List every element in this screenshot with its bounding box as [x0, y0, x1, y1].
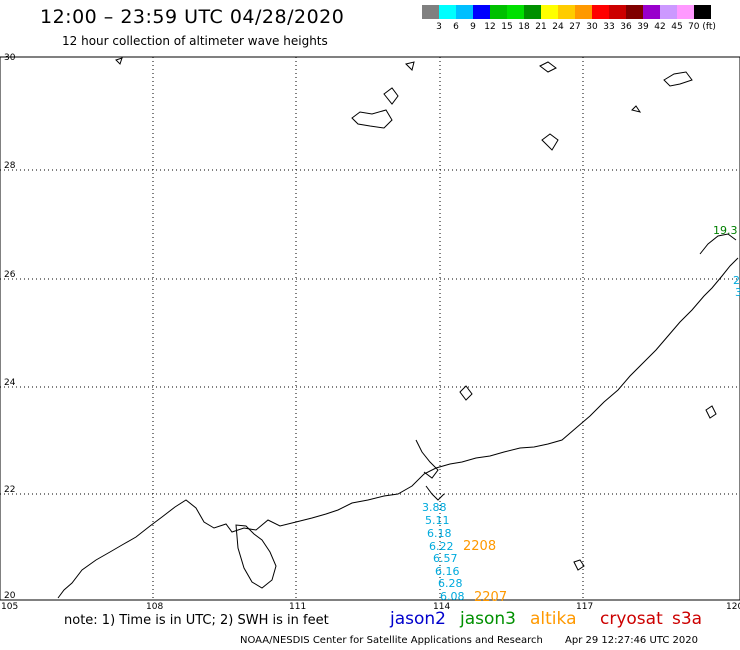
- colorbar-swatch: [643, 5, 660, 19]
- wave-height-value: 6.18: [427, 527, 452, 540]
- coast-detail: [699, 233, 737, 255]
- lat-label: 24: [4, 378, 16, 388]
- lon-label: 120: [726, 602, 740, 612]
- lat-label: 26: [4, 270, 16, 280]
- lon-label: 108: [146, 602, 163, 612]
- colorbar-swatch: [677, 5, 694, 19]
- colorbar-label: 18: [518, 22, 530, 32]
- colorbar-swatch: [575, 5, 592, 19]
- footer-note: note: 1) Time is in UTC; 2) SWH is in fe…: [64, 613, 329, 628]
- wave-height-value: 6.08: [440, 590, 465, 603]
- wave-height-value: 3.88: [422, 501, 447, 514]
- colorbar-swatch: [626, 5, 643, 19]
- lat-label: 28: [4, 161, 16, 171]
- colorbar-swatch: [473, 5, 490, 19]
- colorbar-label: 6: [453, 22, 459, 32]
- colorbar: [422, 5, 711, 19]
- longitude-labels: 105 108 111 114 117 120: [1, 602, 740, 612]
- colorbar-label: 24: [552, 22, 564, 32]
- coastline: [57, 57, 739, 599]
- pass-time-label: 2207: [474, 590, 507, 605]
- legend-cryosat: cryosat: [600, 609, 663, 629]
- island: [573, 559, 585, 571]
- lake: [631, 105, 642, 113]
- mainland-coast: [57, 257, 739, 599]
- lat-label: 30: [4, 53, 16, 63]
- wave-height-value: 19.3: [713, 224, 738, 237]
- colorbar-swatch: [541, 5, 558, 19]
- colorbar-label: 27: [569, 22, 581, 32]
- lake: [539, 61, 557, 73]
- colorbar-swatch: [694, 5, 711, 19]
- lake: [541, 133, 559, 151]
- colorbar-label: 39: [637, 22, 649, 32]
- colorbar-swatch: [439, 5, 456, 19]
- colorbar-label: 45: [671, 22, 683, 32]
- colorbar-swatch: [507, 5, 524, 19]
- lake: [383, 87, 399, 105]
- wave-height-value: 6.57: [433, 552, 458, 565]
- colorbar-label: 9: [470, 22, 476, 32]
- lake: [405, 61, 415, 71]
- island: [705, 405, 717, 419]
- legend-jason2: jason2: [390, 609, 446, 629]
- wave-height-value: 6.22: [429, 540, 454, 553]
- pearl-river-estuary: [415, 439, 439, 479]
- generated-timestamp: Apr 29 12:27:46 UTC 2020: [565, 635, 698, 646]
- lake: [663, 71, 693, 87]
- colorbar-swatch: [524, 5, 541, 19]
- wave-height-value: 6.28: [438, 577, 463, 590]
- lon-label: 105: [1, 602, 18, 612]
- colorbar-label: 42: [654, 22, 666, 32]
- map-frame: [0, 56, 740, 601]
- pass-time-label: 2208: [463, 539, 496, 554]
- leizhou-peninsula: [235, 524, 277, 589]
- legend-s3a: s3a: [672, 609, 703, 629]
- legend-jason3: jason3: [460, 609, 516, 629]
- wave-height-value: 5.11: [425, 514, 450, 527]
- colorbar-swatch: [609, 5, 626, 19]
- colorbar-swatch: [456, 5, 473, 19]
- lon-label: 111: [289, 602, 306, 612]
- latitude-labels: 20 22 24 26 28 30: [4, 53, 16, 601]
- colorbar-labels: 3 6 9 12 15 18 21 24 27 30 33 36 39 42 4…: [422, 22, 740, 34]
- lat-label: 20: [4, 591, 16, 601]
- chart-subtitle: 12 hour collection of altimeter wave hei…: [62, 34, 328, 48]
- colorbar-label: 70 (ft): [688, 22, 716, 32]
- colorbar-label: 36: [620, 22, 632, 32]
- colorbar-label: 30: [586, 22, 598, 32]
- colorbar-label: 21: [535, 22, 547, 32]
- lat-label: 22: [4, 485, 15, 495]
- lake: [351, 109, 393, 129]
- coast-detail: [425, 485, 445, 501]
- lon-label: 117: [576, 602, 593, 612]
- graticule: [0, 57, 740, 600]
- colorbar-swatch: [660, 5, 677, 19]
- island: [459, 385, 473, 401]
- wave-height-value: 2: [733, 274, 740, 287]
- lon-label: 114: [433, 602, 450, 612]
- credit-line: NOAA/NESDIS Center for Satellite Applica…: [240, 635, 543, 646]
- colorbar-swatch: [490, 5, 507, 19]
- colorbar-swatch: [592, 5, 609, 19]
- wave-height-value: 6.16: [435, 565, 460, 578]
- colorbar-swatch: [422, 5, 439, 19]
- colorbar-label: 33: [603, 22, 615, 32]
- colorbar-swatch: [558, 5, 575, 19]
- colorbar-label: 3: [436, 22, 442, 32]
- wave-height-values: 3.88 5.11 6.18 6.22 6.57 6.16 6.28 6.08 …: [422, 224, 740, 605]
- colorbar-label: 12: [484, 22, 496, 32]
- colorbar-label: 15: [501, 22, 513, 32]
- chart-title: 12:00 – 23:59 UTC 04/28/2020: [40, 6, 345, 28]
- lake: [115, 57, 123, 65]
- legend-altika: altika: [530, 609, 577, 629]
- wave-height-value: 3: [735, 286, 740, 299]
